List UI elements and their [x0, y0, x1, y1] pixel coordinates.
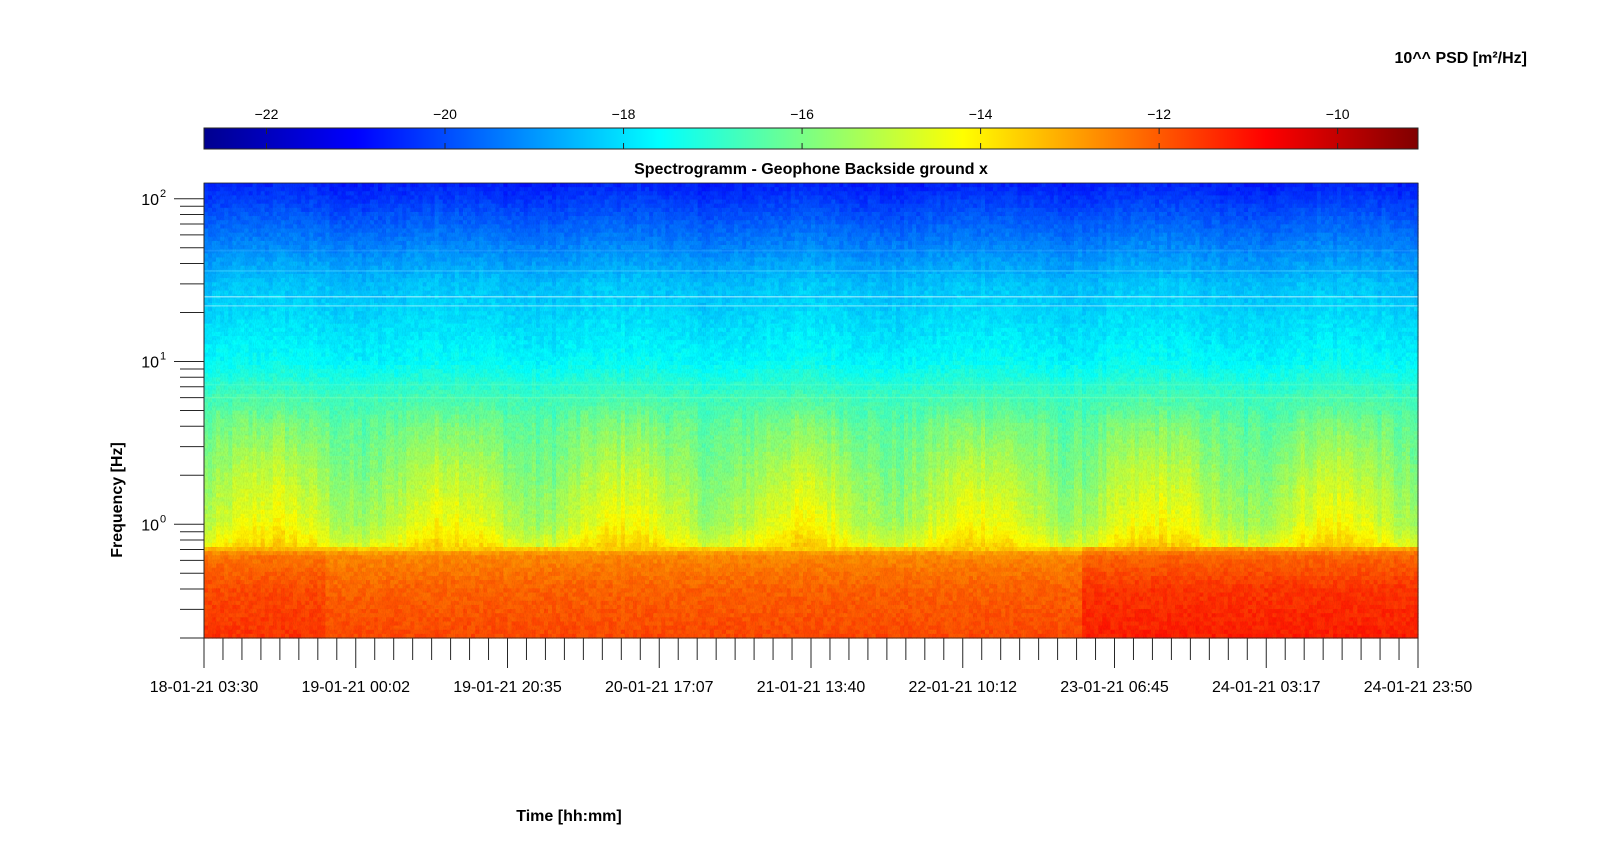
colorbar-ticks: −22 −20 −18 −16 −14 −12 −10 — [255, 106, 1350, 149]
colorbar-label: 10^^ PSD [m²/Hz] — [1395, 50, 1527, 67]
colorbar-tick-label: −22 — [255, 106, 279, 122]
colorbar-tick-label: −12 — [1147, 106, 1171, 122]
plot-area — [203, 182, 1419, 639]
colorbar-tick-label: −10 — [1326, 106, 1350, 122]
colorbar-tick-label: −20 — [433, 106, 457, 122]
colorbar: 10^^ PSD [m²/Hz] −22 −20 −18 −16 −14 −12 −10 — [203, 50, 1527, 150]
colorbar-tick-label: −18 — [612, 106, 636, 122]
chart-title: Spectrogramm - Geophone Backside ground … — [634, 161, 988, 178]
colorbar-tick-label: −14 — [969, 106, 993, 122]
colorbar-tick-label: −16 — [790, 106, 814, 122]
colorbar-gradient — [203, 127, 1419, 150]
